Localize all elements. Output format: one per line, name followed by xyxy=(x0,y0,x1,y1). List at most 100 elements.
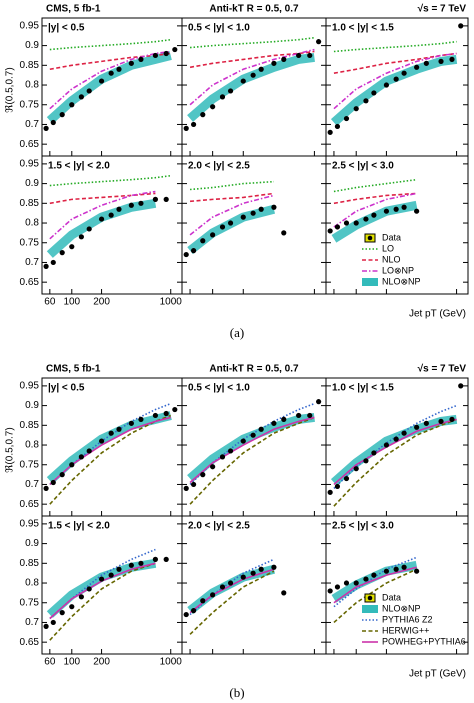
y-tick-label: 0.9 xyxy=(25,400,39,411)
data-point xyxy=(240,574,246,580)
data-point xyxy=(200,598,206,604)
data-point xyxy=(43,263,49,269)
data-point xyxy=(163,196,169,202)
title-center: Anti-kT R = 0.5, 0.7 xyxy=(209,364,299,375)
data-point xyxy=(271,204,277,210)
data-point xyxy=(227,580,234,586)
data-point xyxy=(281,416,287,422)
panel-label: 2.0 < |y| < 2.5 xyxy=(188,521,250,532)
data-point xyxy=(271,564,277,570)
legend-swatch xyxy=(367,595,373,601)
panel-label: 1.0 < |y| < 1.5 xyxy=(332,383,394,394)
data-point xyxy=(316,399,322,405)
title-left: CMS, 5 fb-1 xyxy=(46,4,101,15)
data-point xyxy=(43,125,49,131)
band xyxy=(187,204,276,255)
data-point xyxy=(353,580,359,586)
data-point xyxy=(43,623,49,630)
data-point xyxy=(128,420,134,426)
legend-swatch xyxy=(367,235,373,241)
curve xyxy=(189,402,315,486)
band xyxy=(187,564,276,615)
x-tick-label: 200 xyxy=(93,657,110,668)
data-point xyxy=(183,125,189,131)
x-tick-label: 1000 xyxy=(160,297,183,308)
legend-label: POWHEG+PYTHIA6 xyxy=(382,636,466,646)
data-point xyxy=(210,232,216,238)
data-point xyxy=(343,115,350,122)
data-point xyxy=(438,418,444,424)
y-tick-label: 0.95 xyxy=(20,159,40,170)
panel-frame xyxy=(181,515,327,655)
curve xyxy=(333,404,457,489)
data-point xyxy=(59,610,65,616)
data-point xyxy=(108,70,114,76)
data-point xyxy=(393,566,399,572)
data-point xyxy=(138,56,144,63)
data-point xyxy=(128,562,134,568)
data-point xyxy=(334,123,341,130)
panel-label: 2.0 < |y| < 2.5 xyxy=(188,161,250,172)
panel-frame xyxy=(181,377,327,517)
data-point xyxy=(401,430,407,436)
data-point xyxy=(86,226,92,232)
x-axis-label: Jet pT (GeV) xyxy=(409,669,466,680)
data-point xyxy=(210,592,216,598)
y-axis-label: ℜ(0.5,0.7) xyxy=(5,427,16,472)
panel-frame xyxy=(41,515,183,655)
curve xyxy=(333,556,417,608)
data-point xyxy=(240,438,246,444)
data-point xyxy=(152,412,158,419)
curve xyxy=(49,562,156,620)
panel-label: |y| < 0.5 xyxy=(48,23,85,34)
data-point xyxy=(414,64,420,70)
data-point xyxy=(59,112,65,118)
data-point xyxy=(219,454,226,460)
curve xyxy=(333,418,457,486)
data-point xyxy=(250,72,256,78)
data-point xyxy=(98,438,105,444)
title-right: √s = 7 TeV xyxy=(418,364,467,375)
band xyxy=(46,198,157,258)
title-left: CMS, 5 fb-1 xyxy=(46,364,101,375)
curve xyxy=(189,50,315,69)
y-tick-label: 0.65 xyxy=(20,277,40,288)
data-point xyxy=(371,572,377,578)
data-point xyxy=(423,420,429,426)
x-tick-label: 60 xyxy=(44,297,56,308)
data-point xyxy=(69,604,75,610)
panel-label: 0.5 < |y| < 1.0 xyxy=(188,23,250,34)
data-point xyxy=(281,230,287,236)
data-point xyxy=(383,82,390,88)
data-point xyxy=(258,206,264,212)
curve xyxy=(49,562,156,641)
data-point xyxy=(190,248,197,254)
data-point xyxy=(78,454,84,460)
data-point xyxy=(334,483,341,490)
band xyxy=(187,52,315,122)
curve xyxy=(49,174,171,187)
data-point xyxy=(219,224,226,230)
y-tick-label: 0.85 xyxy=(20,198,40,209)
band xyxy=(330,54,458,126)
panel-label: 2.5 < |y| < 3.0 xyxy=(332,161,394,172)
y-tick-label: 0.95 xyxy=(20,381,40,392)
y-tick-label: 0.95 xyxy=(20,519,40,530)
data-point xyxy=(50,259,56,266)
curve xyxy=(189,36,315,49)
data-point xyxy=(227,88,234,94)
x-tick-label: 200 xyxy=(93,297,110,308)
curve xyxy=(49,192,156,205)
data-point xyxy=(401,70,407,76)
legend-label: LO⊗NP xyxy=(382,265,414,275)
data-point xyxy=(50,119,56,126)
data-point xyxy=(152,52,158,59)
panel-label: 1.5 < |y| < 2.0 xyxy=(48,161,110,172)
data-point xyxy=(69,102,75,108)
data-point xyxy=(343,220,350,226)
y-tick-label: 0.8 xyxy=(25,578,39,589)
y-tick-label: 0.75 xyxy=(20,99,40,110)
data-point xyxy=(353,466,359,472)
legend-label: Data xyxy=(382,592,401,602)
